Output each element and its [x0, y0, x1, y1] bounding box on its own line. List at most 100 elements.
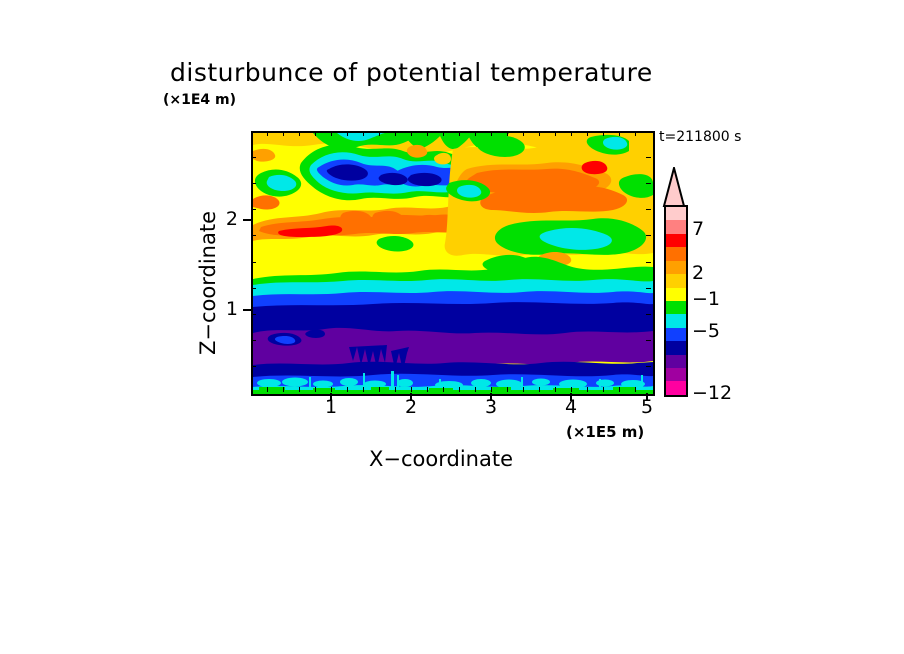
x-tick-minor — [635, 387, 636, 392]
x-tick-minor — [427, 131, 428, 136]
y-tick-minor — [251, 157, 256, 159]
x-tick-minor — [475, 387, 476, 392]
x-tick-minor — [507, 387, 508, 392]
y-tick-minor — [646, 365, 651, 367]
y-tick-minor — [646, 235, 651, 237]
x-tick-label: 4 — [564, 396, 578, 418]
colorbar-segment — [666, 354, 686, 369]
colorbar-segment — [666, 233, 686, 248]
colorbar-label: −12 — [692, 382, 733, 404]
colorbar-label: 7 — [692, 218, 705, 240]
x-tick-minor — [571, 387, 572, 392]
colorbar-segment — [666, 368, 686, 382]
x-tick-minor — [443, 131, 444, 136]
y-axis-title: Z−coordinate — [196, 211, 220, 355]
x-tick-minor — [507, 131, 508, 136]
x-tick-minor — [603, 131, 604, 136]
y-tick-minor — [646, 287, 651, 289]
x-tick-minor — [411, 131, 412, 136]
x-tick-minor — [283, 387, 284, 392]
y-tick-label: 1 — [225, 298, 238, 320]
x-tick-minor — [619, 387, 620, 392]
colorbar-segment — [666, 274, 686, 288]
colorbar-segment — [666, 220, 686, 234]
y-tick-minor — [646, 183, 651, 185]
y-tick-minor — [646, 339, 651, 341]
colorbar-segment — [666, 260, 686, 275]
x-tick-minor — [315, 131, 316, 136]
contour-field — [253, 133, 653, 394]
x-tick-minor — [635, 131, 636, 136]
y-tick-major — [243, 309, 251, 311]
x-tick-label: 5 — [640, 396, 654, 418]
x-tick-minor — [523, 387, 524, 392]
x-tick-minor — [315, 387, 316, 392]
x-tick-minor — [571, 131, 572, 136]
x-tick-label: 3 — [484, 396, 498, 418]
y-tick-minor — [251, 183, 256, 185]
x-tick-minor — [299, 131, 300, 136]
y-tick-minor — [251, 339, 256, 341]
y-tick-minor — [646, 209, 651, 211]
y-tick-minor — [251, 365, 256, 367]
colorbar-segment — [666, 381, 686, 395]
x-axis-units: (×1E5 m) — [566, 423, 645, 441]
x-tick-minor — [491, 387, 492, 392]
x-tick-minor — [331, 387, 332, 392]
colorbar[interactable] — [664, 205, 688, 397]
x-tick-major — [570, 393, 572, 401]
colorbar-segment — [666, 247, 686, 261]
y-tick-major — [243, 219, 251, 221]
x-tick-minor — [363, 387, 364, 392]
contour-plot — [251, 131, 655, 396]
x-tick-major — [490, 393, 492, 401]
x-tick-minor — [395, 387, 396, 392]
x-tick-minor — [379, 387, 380, 392]
y-axis-units: (×1E4 m) — [163, 92, 237, 108]
x-tick-minor — [427, 387, 428, 392]
colorbar-label: 2 — [692, 262, 705, 284]
y-tick-label: 2 — [225, 208, 238, 230]
x-tick-minor — [363, 131, 364, 136]
y-tick-minor — [646, 261, 651, 263]
colorbar-segment — [666, 327, 686, 342]
page-title: disturbunce of potential temperature — [170, 58, 653, 87]
x-tick-minor — [267, 387, 268, 392]
x-tick-minor — [347, 131, 348, 136]
x-tick-minor — [539, 131, 540, 136]
colorbar-segment — [666, 207, 686, 221]
y-tick-minor — [251, 313, 256, 315]
x-tick-minor — [459, 387, 460, 392]
x-tick-minor — [603, 387, 604, 392]
x-tick-minor — [555, 387, 556, 392]
x-tick-minor — [475, 131, 476, 136]
x-tick-minor — [555, 131, 556, 136]
colorbar-label: −5 — [692, 320, 721, 342]
colorbar-segment — [666, 341, 686, 355]
colorbar-segment — [666, 300, 686, 315]
colorbar-segment — [666, 314, 686, 328]
y-tick-minor — [251, 235, 256, 237]
x-tick-minor — [347, 387, 348, 392]
x-tick-minor — [619, 131, 620, 136]
x-tick-minor — [491, 131, 492, 136]
colorbar-arrow-icon — [662, 167, 686, 207]
x-tick-minor — [587, 131, 588, 136]
x-tick-minor — [443, 387, 444, 392]
x-tick-minor — [411, 387, 412, 392]
x-tick-minor — [395, 131, 396, 136]
x-tick-major — [646, 393, 648, 401]
x-tick-minor — [267, 131, 268, 136]
colorbar-label: −1 — [692, 288, 721, 310]
y-tick-minor — [646, 157, 651, 159]
timestamp-label: t=211800 s — [659, 129, 742, 145]
y-tick-minor — [646, 313, 651, 315]
y-tick-minor — [251, 287, 256, 289]
x-tick-minor — [539, 387, 540, 392]
y-tick-minor — [251, 261, 256, 263]
x-axis-title: X−coordinate — [369, 447, 513, 471]
x-tick-major — [330, 393, 332, 401]
colorbar-segment — [666, 287, 686, 301]
y-tick-minor — [251, 209, 256, 211]
